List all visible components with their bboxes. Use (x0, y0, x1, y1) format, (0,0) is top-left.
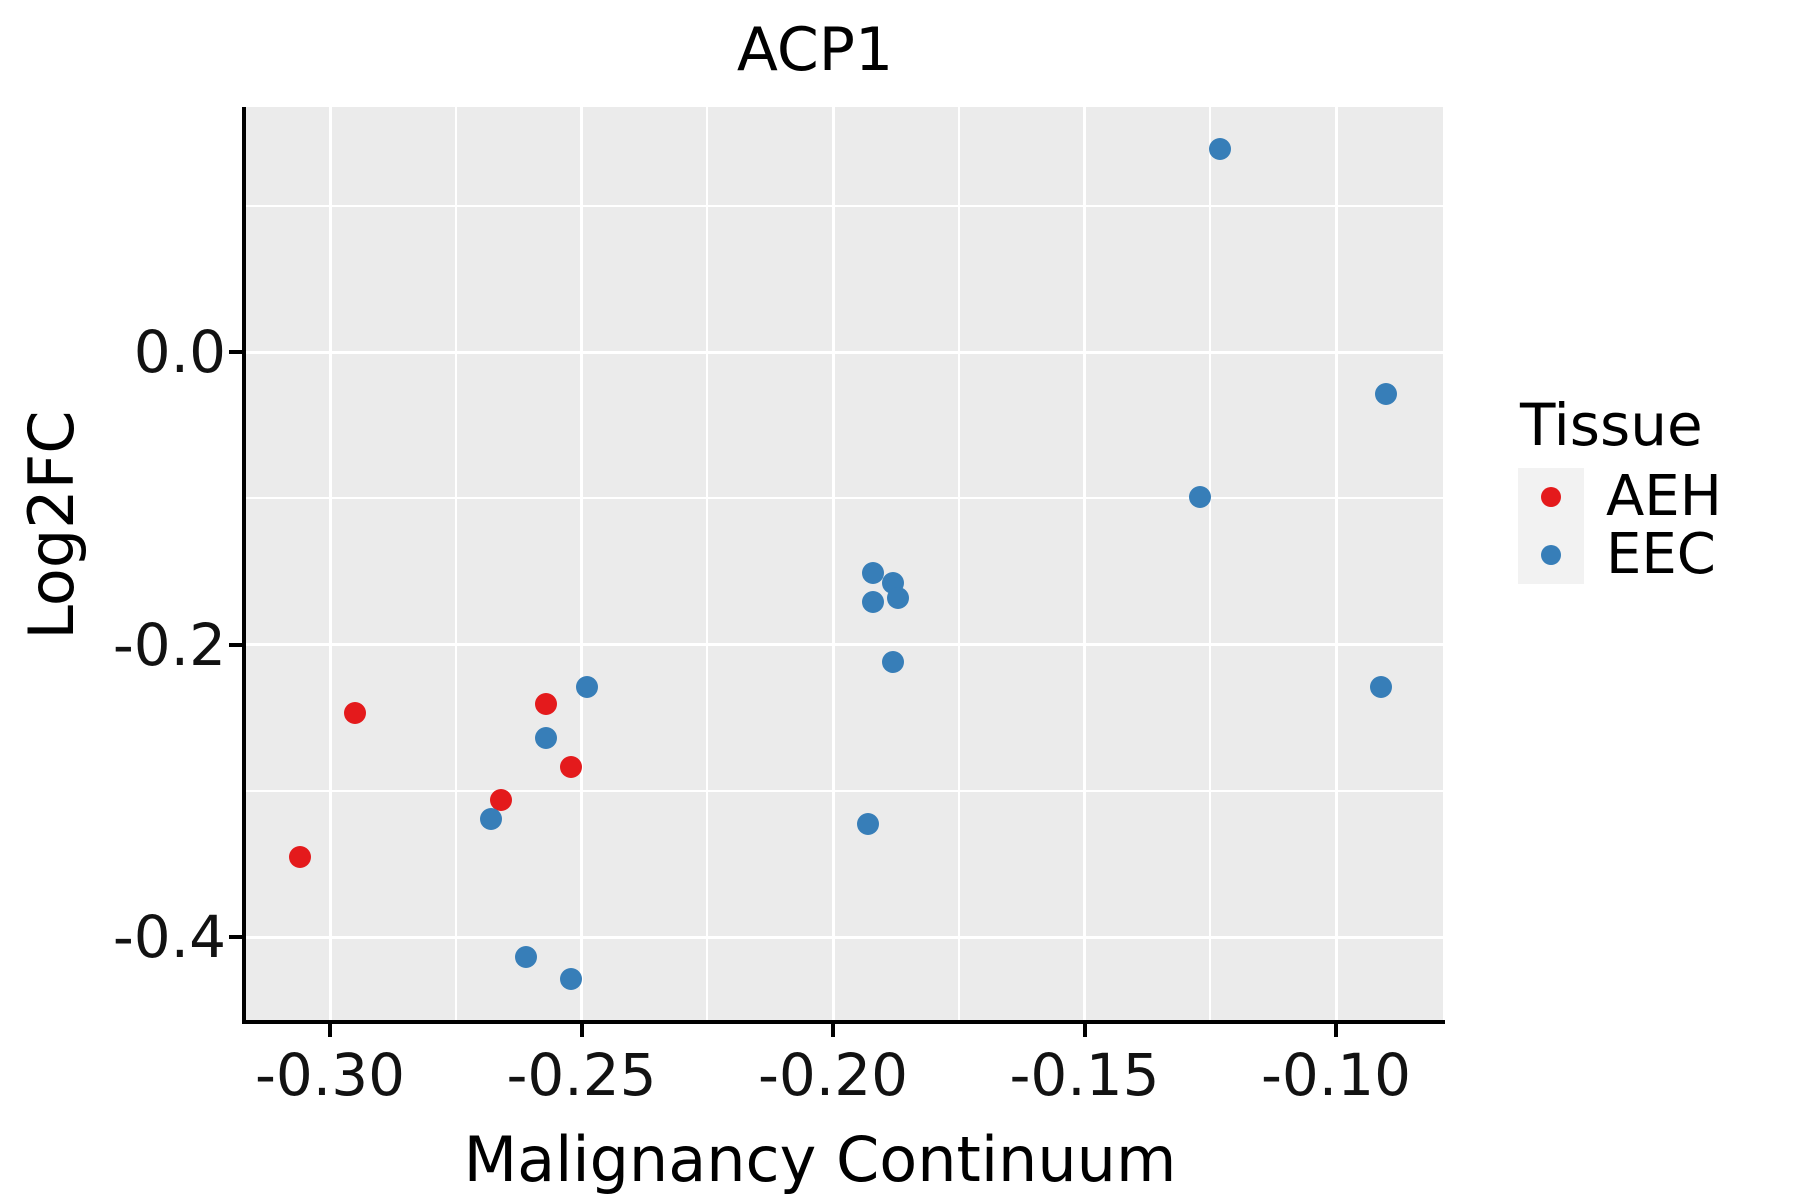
data-point-aeh (344, 702, 367, 725)
plot-panel (245, 107, 1443, 1022)
data-point-eec (479, 807, 502, 830)
x-tick (579, 1024, 584, 1037)
x-tick (328, 1024, 332, 1037)
legend-label-eec: EEC (1606, 522, 1716, 587)
legend-dot-eec (1541, 545, 1561, 565)
x-axis-line (242, 1020, 1445, 1024)
legend-dot-aeh (1541, 487, 1561, 507)
x-major-gridline (1083, 107, 1086, 1022)
y-tick (229, 642, 242, 647)
x-tick-label: -0.10 (1260, 1041, 1412, 1109)
y-tick (229, 350, 242, 354)
x-minor-gridline (706, 107, 709, 1022)
x-tick-label: -0.30 (254, 1041, 406, 1109)
y-major-gridline (245, 643, 1443, 646)
data-point-eec (1209, 137, 1232, 160)
data-point-eec (882, 651, 905, 674)
y-axis-line (242, 107, 246, 1024)
y-tick-label: -0.4 (112, 903, 226, 971)
data-point-aeh (535, 693, 558, 716)
data-point-eec (887, 586, 910, 609)
y-minor-gridline (245, 497, 1443, 500)
data-point-eec (1375, 383, 1398, 406)
x-major-gridline (831, 107, 835, 1022)
plot-title: ACP1 (736, 15, 894, 85)
legend-label-aeh: AEH (1606, 464, 1722, 529)
x-tick (831, 1024, 835, 1037)
data-point-eec (862, 591, 885, 614)
y-tick-label: 0.0 (133, 318, 226, 386)
data-point-eec (560, 968, 583, 991)
y-tick (229, 935, 242, 939)
x-axis-title: Malignancy Continuum (463, 1123, 1177, 1196)
x-major-gridline (1334, 107, 1338, 1022)
data-point-eec (535, 727, 558, 750)
data-point-aeh (288, 845, 311, 868)
x-tick (1082, 1024, 1087, 1037)
x-minor-gridline (1209, 107, 1212, 1022)
x-minor-gridline (957, 107, 960, 1022)
y-axis-title: Log2FC (15, 410, 88, 640)
y-major-gridline (245, 935, 1443, 939)
data-point-aeh (490, 788, 513, 811)
x-tick-label: -0.20 (757, 1041, 909, 1109)
x-tick (1334, 1024, 1338, 1037)
y-major-gridline (245, 350, 1443, 354)
y-tick-label: -0.2 (112, 610, 226, 679)
data-point-aeh (560, 756, 583, 779)
legend-title: Tissue (1520, 391, 1703, 459)
data-point-eec (1189, 485, 1212, 508)
y-minor-gridline (245, 204, 1443, 207)
data-point-eec (575, 675, 598, 698)
data-point-eec (857, 813, 880, 836)
x-tick-label: -0.15 (1009, 1041, 1160, 1109)
x-tick-label: -0.25 (506, 1041, 657, 1109)
y-minor-gridline (245, 789, 1443, 792)
data-point-eec (862, 561, 885, 584)
x-major-gridline (328, 107, 332, 1022)
data-point-eec (1370, 675, 1393, 698)
data-point-eec (515, 946, 538, 969)
x-minor-gridline (454, 107, 457, 1022)
x-major-gridline (580, 107, 583, 1022)
